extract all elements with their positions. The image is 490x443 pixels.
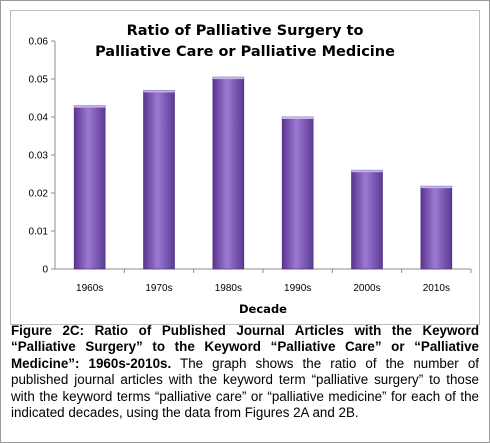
bar-1960s — [73, 105, 106, 270]
chart-title-line-2: Palliative Care or Palliative Medicine — [95, 44, 395, 60]
bar-1970s — [143, 90, 175, 270]
y-tick-label: 0.03 — [29, 151, 49, 162]
bar-1980s — [212, 76, 245, 270]
x-tick-label: 2010s — [423, 283, 450, 294]
y-tick-label: 0 — [42, 265, 48, 276]
bar-top-highlight — [420, 186, 452, 189]
y-tick-label: 0.05 — [29, 75, 49, 86]
bar-top-highlight — [74, 105, 106, 108]
bar-top-highlight — [143, 90, 175, 93]
chart-area: Ratio of Palliative Surgery to Palliativ… — [10, 10, 480, 325]
caption-body: The graph shows the ratio of the number … — [11, 355, 479, 421]
y-tick-label: 0.06 — [29, 37, 49, 48]
y-tick-label: 0.01 — [29, 227, 49, 238]
bar-2010s — [420, 185, 453, 270]
x-tick-label: 1960s — [76, 283, 103, 294]
x-tick-label: 1970s — [145, 283, 172, 294]
caption-title: Figure 2C: Ratio of Published Journal Ar… — [11, 323, 479, 371]
x-axis-label: Decade — [239, 302, 287, 316]
chart-title-line-1: Ratio of Palliative Surgery to — [126, 23, 364, 39]
x-tick-label: 1990s — [284, 283, 311, 294]
bar-1990s — [281, 116, 314, 270]
bar-top-highlight — [282, 117, 314, 119]
x-tick-label: 2000s — [353, 283, 380, 294]
y-tick-label: 0.04 — [29, 113, 49, 124]
y-tick-label: 0.02 — [29, 189, 49, 200]
bar-chart: 0 0.01 0.02 0.03 0.04 0.05 0.06 1960s 1970s 1980s… — [29, 37, 472, 316]
bar-top-highlight — [212, 77, 244, 80]
bar-top-highlight — [351, 170, 383, 173]
x-tick-label: 1980s — [215, 283, 242, 294]
figure-caption: Figure 2C: Ratio of Published Journal Ar… — [11, 323, 479, 421]
bar-2000s — [351, 169, 383, 270]
